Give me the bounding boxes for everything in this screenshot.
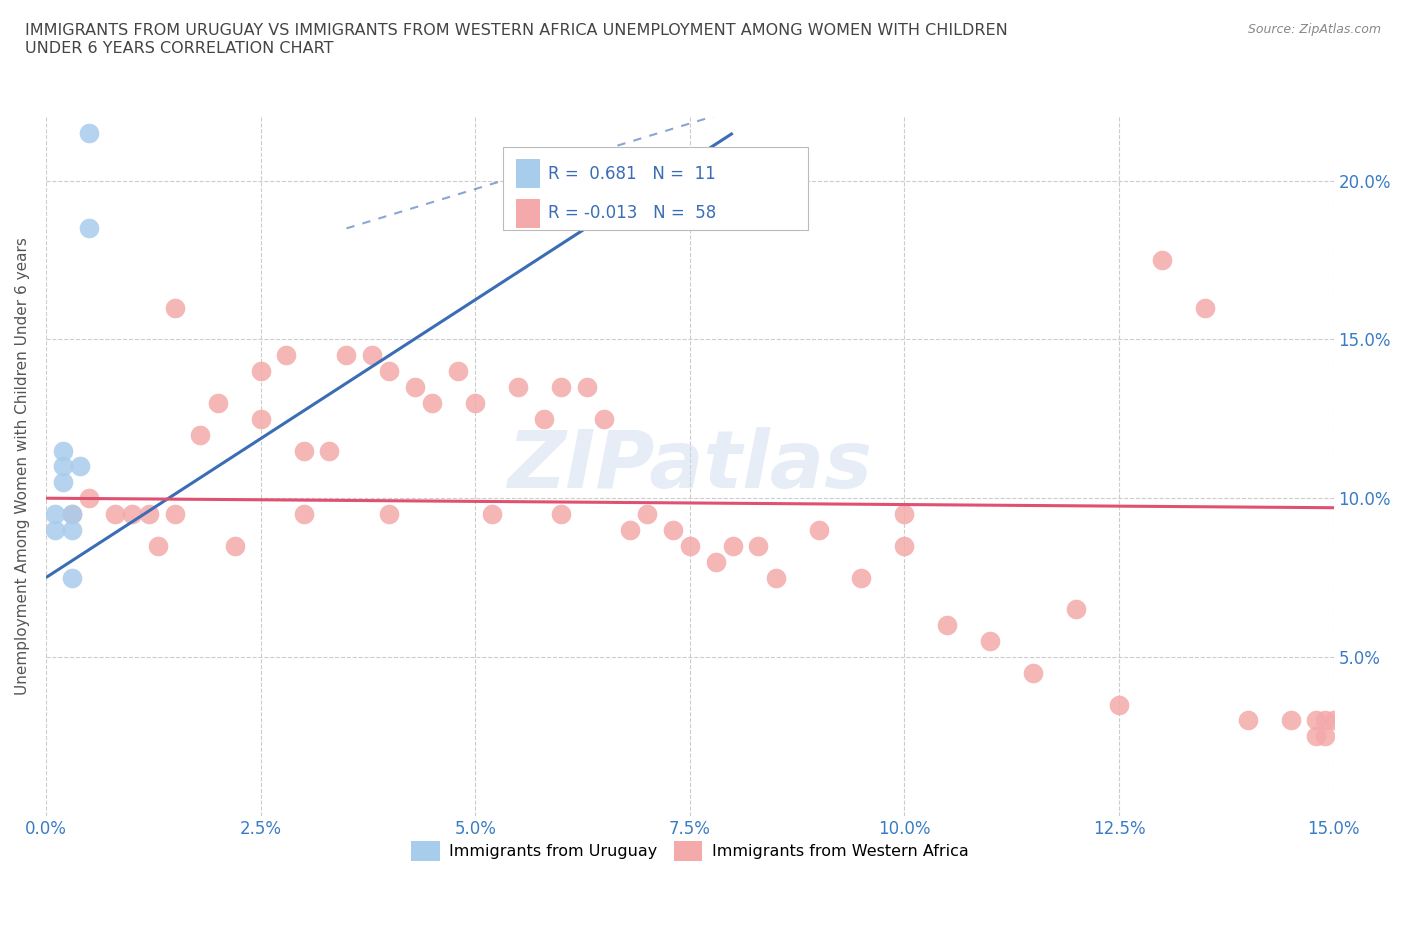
Point xyxy=(1236,713,1258,728)
Point xyxy=(508,379,530,394)
Point xyxy=(447,364,470,379)
Point xyxy=(60,507,83,522)
Point xyxy=(404,379,426,394)
Point xyxy=(378,364,401,379)
Point xyxy=(52,459,75,474)
Point xyxy=(575,379,598,394)
Point xyxy=(69,459,91,474)
Point xyxy=(224,538,246,553)
Point xyxy=(1305,713,1327,728)
Point xyxy=(163,300,186,315)
Point xyxy=(60,570,83,585)
Point xyxy=(52,475,75,490)
Point xyxy=(747,538,769,553)
Point xyxy=(636,507,658,522)
Point xyxy=(893,538,915,553)
Point xyxy=(276,348,298,363)
Text: Source: ZipAtlas.com: Source: ZipAtlas.com xyxy=(1247,23,1381,36)
Point xyxy=(378,507,401,522)
Point xyxy=(361,348,384,363)
Point xyxy=(893,507,915,522)
Point xyxy=(936,618,959,632)
Text: R =  0.681   N =  11: R = 0.681 N = 11 xyxy=(548,165,716,183)
Point xyxy=(464,395,486,410)
Point xyxy=(550,507,572,522)
Point xyxy=(146,538,169,553)
Point xyxy=(335,348,357,363)
Point xyxy=(420,395,443,410)
Point xyxy=(249,364,271,379)
Point xyxy=(163,507,186,522)
Point xyxy=(207,395,229,410)
Text: R = -0.013   N =  58: R = -0.013 N = 58 xyxy=(548,205,717,222)
Legend: Immigrants from Uruguay, Immigrants from Western Africa: Immigrants from Uruguay, Immigrants from… xyxy=(405,835,974,867)
Point xyxy=(77,491,100,506)
Point xyxy=(765,570,787,585)
Point xyxy=(44,523,66,538)
Point xyxy=(593,411,616,426)
Point xyxy=(190,427,212,442)
Point xyxy=(1064,602,1087,617)
Point xyxy=(1313,729,1336,744)
Point xyxy=(44,507,66,522)
Point xyxy=(60,523,83,538)
Point xyxy=(1313,713,1336,728)
Point xyxy=(704,554,727,569)
Point xyxy=(619,523,641,538)
Point xyxy=(318,444,340,458)
Text: ZIPatlas: ZIPatlas xyxy=(508,428,872,506)
Point xyxy=(721,538,744,553)
Point xyxy=(52,444,75,458)
Point xyxy=(533,411,555,426)
Point xyxy=(481,507,503,522)
Point xyxy=(1150,253,1173,268)
Point xyxy=(979,633,1001,648)
Point xyxy=(60,507,83,522)
Point xyxy=(1323,713,1346,728)
Point xyxy=(104,507,127,522)
Point xyxy=(1279,713,1302,728)
Point xyxy=(292,507,315,522)
Text: IMMIGRANTS FROM URUGUAY VS IMMIGRANTS FROM WESTERN AFRICA UNEMPLOYMENT AMONG WOM: IMMIGRANTS FROM URUGUAY VS IMMIGRANTS FR… xyxy=(25,23,1008,56)
Point xyxy=(679,538,702,553)
Point xyxy=(77,221,100,236)
Point xyxy=(661,523,683,538)
Point xyxy=(249,411,271,426)
Point xyxy=(77,126,100,140)
Point xyxy=(292,444,315,458)
Point xyxy=(851,570,873,585)
Point xyxy=(1108,698,1130,712)
Point xyxy=(550,379,572,394)
Point xyxy=(1022,665,1045,680)
Point xyxy=(1194,300,1216,315)
Y-axis label: Unemployment Among Women with Children Under 6 years: Unemployment Among Women with Children U… xyxy=(15,237,30,696)
Point xyxy=(121,507,143,522)
Point xyxy=(138,507,160,522)
Point xyxy=(807,523,830,538)
Point xyxy=(1305,729,1327,744)
